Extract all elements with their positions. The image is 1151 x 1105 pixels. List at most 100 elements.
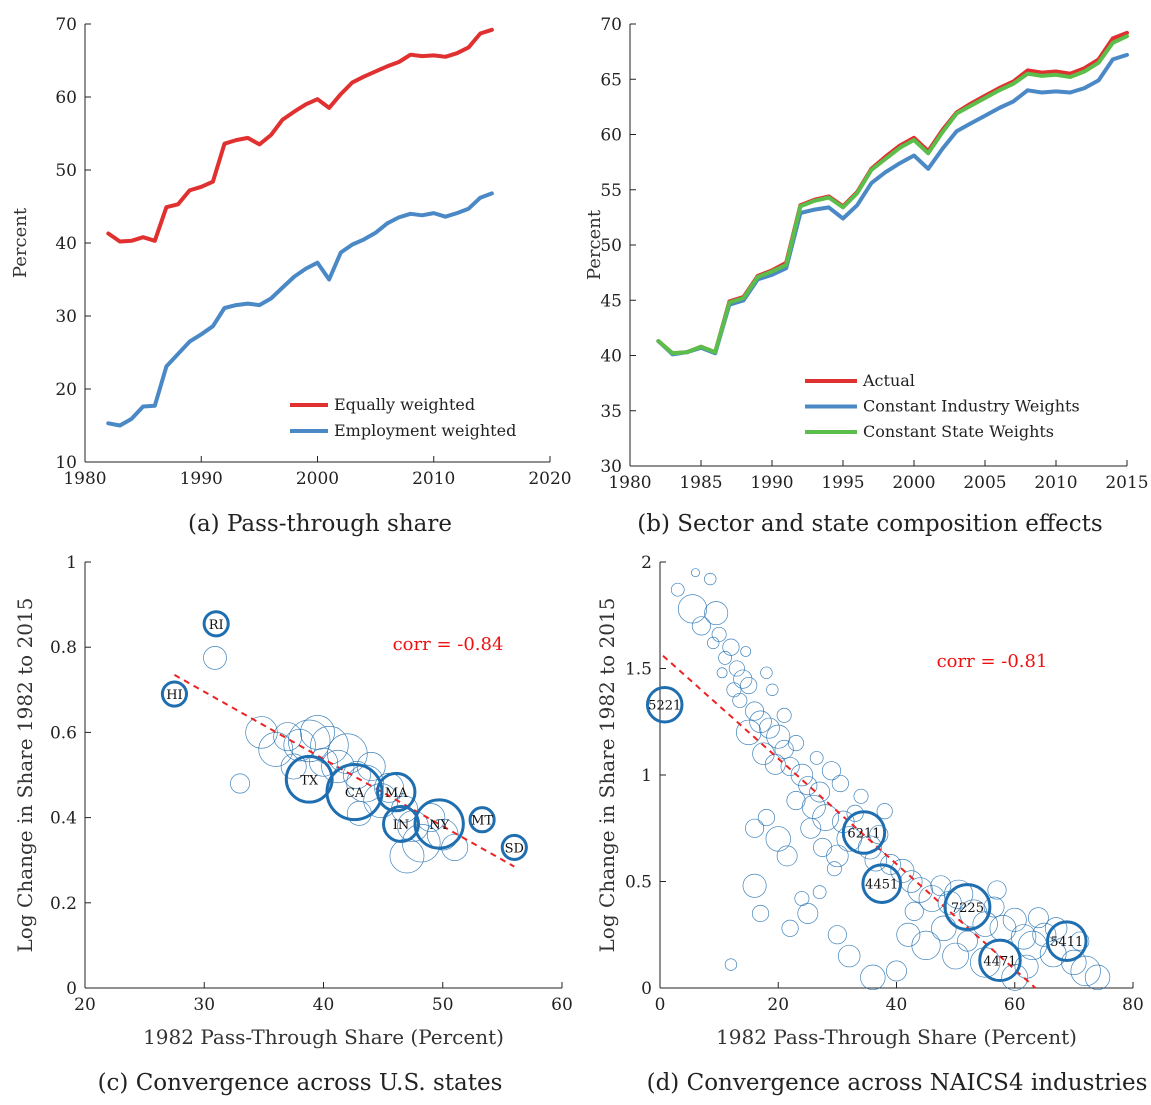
y-tick-label: 1 <box>66 553 77 573</box>
scatter-point <box>764 753 786 775</box>
scatter-point <box>904 901 924 921</box>
series-line-equally-weighted <box>106 27 494 244</box>
scatter-point <box>812 885 827 900</box>
scatter-point <box>310 725 349 765</box>
y-tick-label: 30 <box>55 307 77 327</box>
y-tick-label: 45 <box>600 291 622 311</box>
scatter-point <box>1002 907 1027 932</box>
panel-caption: (a) Pass-through share <box>188 511 452 537</box>
scatter-point <box>780 756 800 777</box>
x-tick-label: 2000 <box>296 469 339 489</box>
point-label: HI <box>166 688 182 703</box>
x-tick-label: 1980 <box>608 473 651 493</box>
scatter-point <box>930 875 952 897</box>
y-tick-label: 70 <box>55 15 77 35</box>
x-tick-label: 1995 <box>821 473 864 493</box>
x-tick-label: 30 <box>193 995 215 1015</box>
x-axis-label: 1982 Pass-Through Share (Percent) <box>143 1025 504 1049</box>
scatter-point <box>718 650 732 665</box>
panel-caption: (c) Convergence across U.S. states <box>98 1070 503 1096</box>
scatter-point <box>766 724 791 749</box>
labeled-point-mt <box>468 806 496 834</box>
scatter-point <box>1044 917 1068 940</box>
point-label: SD <box>505 841 524 856</box>
fit-line <box>173 674 515 868</box>
y-tick-label: 40 <box>600 347 622 367</box>
series-line-constant-state-weights <box>656 34 1129 356</box>
labeled-point-hi <box>160 680 189 708</box>
scatter-point <box>1001 963 1029 991</box>
y-axis-label: Percent <box>584 209 605 280</box>
scatter-point <box>826 844 849 868</box>
point-label: CA <box>345 786 365 801</box>
y-tick-label: 40 <box>55 234 77 254</box>
labeled-point-sd <box>500 833 528 861</box>
point-label: MT <box>471 814 493 829</box>
scatter-point <box>760 666 773 679</box>
scatter-point <box>280 753 307 780</box>
x-tick-label: 1990 <box>180 469 223 489</box>
x-tick-label: 2000 <box>892 473 935 493</box>
scatter-point <box>346 800 372 826</box>
scatter-point <box>787 735 805 752</box>
point-label: 4451 <box>865 878 898 893</box>
fit-line <box>662 654 1037 989</box>
y-tick-label: 30 <box>600 457 622 477</box>
scatter-point <box>943 879 974 909</box>
labeled-point-ma <box>376 771 417 813</box>
scatter-point <box>732 692 748 708</box>
scatter-point <box>826 861 842 877</box>
scatter-point <box>942 942 969 970</box>
scatter-point <box>886 960 907 982</box>
scatter-point <box>1014 954 1039 979</box>
x-axis-label: 1982 Pass-Through Share (Percent) <box>716 1025 1077 1049</box>
scatter-point <box>704 601 729 626</box>
scatter-point <box>740 676 758 695</box>
scatter-point <box>283 728 316 762</box>
scatter-point <box>722 638 740 656</box>
scatter-point <box>757 809 775 827</box>
scatter-point <box>691 616 711 636</box>
scatter-point <box>740 646 752 657</box>
scatter-point <box>230 773 250 794</box>
correlation-annotation: corr = -0.81 <box>937 651 1048 672</box>
panel-d: 0 20 40 60 80 0 0.5 1 1.5 2 Log Change in Share 19… <box>595 553 1147 1096</box>
scatter-point <box>745 818 765 838</box>
scatter-point <box>691 568 700 578</box>
y-tick-label: 0 <box>641 979 652 999</box>
scatter-point <box>774 739 794 759</box>
panel-caption: (d) Convergence across NAICS4 industries <box>647 1070 1148 1096</box>
y-tick-label: 1.5 <box>625 660 652 680</box>
point-label: IN <box>393 818 410 833</box>
series-line-constant-industry-weights <box>656 52 1129 357</box>
point-label: 4471 <box>983 954 1016 969</box>
panel-b: 1980 1985 1990 1995 2000 2005 2010 2015 30 35 40 45… <box>584 15 1149 537</box>
y-tick-label: 0.5 <box>625 873 652 893</box>
y-tick-label: 70 <box>600 15 622 35</box>
legend-label: Constant Industry Weights <box>863 397 1080 416</box>
scatter-point <box>765 826 791 852</box>
scatter-point <box>1061 949 1087 976</box>
y-tick-label: 65 <box>600 70 622 90</box>
y-tick-label: 2 <box>641 553 652 573</box>
scatter-point <box>786 791 806 811</box>
legend-label: Equally weighted <box>334 395 475 414</box>
y-tick-label: 20 <box>55 380 77 400</box>
scatter-point <box>704 572 717 586</box>
scatter-point <box>827 925 847 945</box>
scatter-point <box>321 749 355 784</box>
x-tick-label: 1990 <box>750 473 793 493</box>
y-axis-label: Log Change in Share 1982 to 2015 <box>595 598 619 953</box>
scatter-point <box>1084 964 1111 991</box>
scatter-point <box>677 594 708 624</box>
scatter-point <box>983 896 1005 918</box>
scatter-point <box>1070 955 1101 987</box>
scatter-point <box>821 761 842 781</box>
scatter-point <box>931 915 957 942</box>
scatter-point <box>716 667 728 679</box>
labeled-point-4451 <box>861 863 903 904</box>
point-label: 5411 <box>1050 935 1083 950</box>
scatter-point <box>258 732 294 767</box>
labeled-point-ri <box>202 610 230 638</box>
scatter-point <box>776 845 798 867</box>
